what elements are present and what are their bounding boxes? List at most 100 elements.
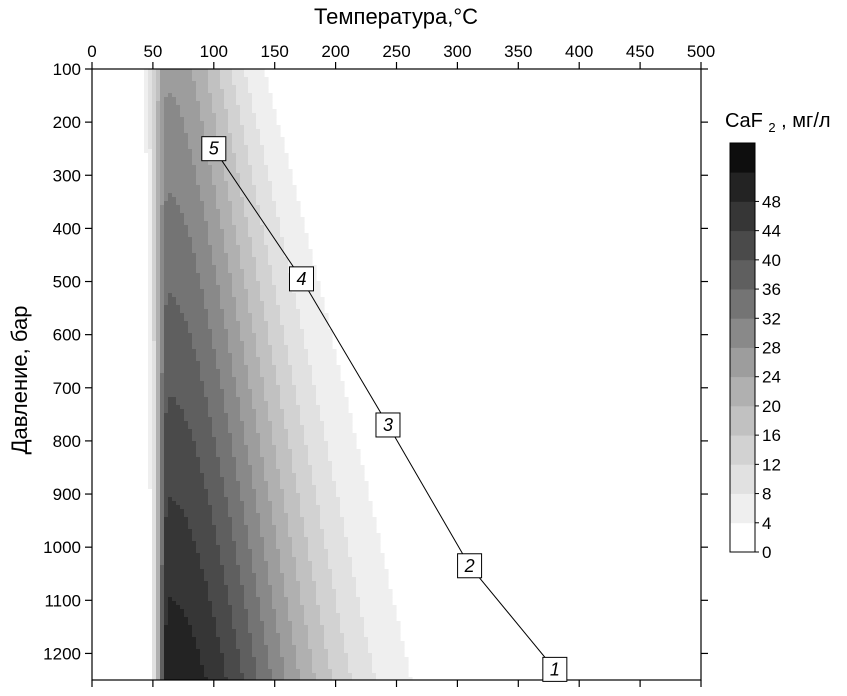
contour-band-cell [152,129,157,134]
contour-band-cell [228,253,241,258]
contour-band-cell [152,617,157,622]
contour-band-cell [164,657,201,662]
contour-band-cell [236,297,249,302]
contour-band-cell [148,461,153,466]
contour-band-cell [292,465,313,470]
contour-band-cell [268,165,289,170]
contour-band-cell [316,593,337,598]
contour-band-cell [92,569,153,574]
contour-band-cell [92,205,149,210]
contour-band-cell [268,661,285,666]
contour-band-cell [348,661,373,666]
contour-band-cell [240,497,257,502]
contour-band-cell [224,489,241,494]
contour-band-cell [160,93,169,98]
contour-band-cell [152,185,157,190]
contour-band-cell [356,589,393,594]
contour-band-cell [192,157,209,162]
contour-band-cell [152,137,157,142]
contour-band-cell [256,201,277,206]
contour-band-cell [224,309,237,314]
contour-band-cell [300,417,321,422]
contour-band-cell [252,109,277,114]
contour-band-cell [160,289,165,294]
contour-band-cell [336,593,357,598]
contour-band-cell [148,301,153,306]
contour-band-cell [236,225,249,230]
contour-band-cell [160,217,165,222]
contour-band-cell [160,233,165,238]
contour-band-cell [216,361,233,366]
contour-band-cell [148,477,153,482]
contour-band-cell [304,341,333,346]
contour-band-cell [168,505,181,510]
contour-band-cell [316,401,349,406]
contour-band-cell [244,197,257,202]
contour-band-cell [280,405,301,410]
contour-band-cell [200,649,221,654]
contour-band-cell [340,497,369,502]
contour-band-cell [212,165,225,170]
contour-band-cell [220,69,233,74]
contour-band-cell [200,565,225,570]
contour-band-cell [148,333,153,338]
contour-band-cell [224,389,237,394]
contour-band-cell [220,85,237,90]
contour-band-cell [272,669,285,674]
contour-band-cell [272,265,289,270]
contour-band-cell [260,441,273,446]
contour-band-cell [148,325,153,330]
contour-band-cell [268,169,293,174]
contour-band-cell [252,325,269,330]
contour-band-cell [156,569,161,574]
contour-band-cell [240,409,257,414]
contour-band-cell [240,417,257,422]
contour-band-cell [316,489,337,494]
contour-band-cell [288,521,305,526]
contour-band-cell [164,361,201,366]
contour-band-cell [148,393,153,398]
contour-band-cell [144,117,149,122]
colorbar-label: 48 [762,192,781,211]
contour-band-cell [160,393,165,398]
contour-band-cell [272,593,285,598]
contour-band-cell [204,477,225,482]
x-axis-title: Температура,°C [314,4,478,29]
contour-band-cell [332,581,357,586]
contour-band-cell [276,629,293,634]
contour-band-cell [320,605,337,610]
contour-band-cell [288,513,301,518]
contour-band-cell [320,621,341,626]
path-point-box [457,553,483,579]
contour-band-cell [244,281,261,286]
contour-band-cell [280,565,297,570]
contour-band-cell [152,653,157,658]
contour-band-cell [200,117,217,122]
contour-band-cell [224,669,241,674]
contour-band-cell [164,341,193,346]
contour-band-cell [208,397,225,402]
contour-band-cell [180,505,213,510]
contour-band-cell [92,605,153,610]
contour-band-cell [256,189,273,194]
contour-band-cell [92,645,153,650]
contour-band-cell [260,533,277,538]
contour-band-cell [244,513,261,518]
contour-band-cell [236,313,253,318]
y-tick-label: 600 [53,326,81,345]
contour-band-cell [92,557,153,562]
contour-band-cell [168,397,177,402]
contour-band-cell [292,373,313,378]
contour-band-cell [156,309,161,314]
contour-band-cell [324,429,353,434]
contour-band-cell [152,517,157,522]
contour-band-cell [308,553,329,558]
contour-band-cell [200,365,217,370]
contour-band-cell [160,241,165,246]
x-tick-label: 350 [504,42,532,61]
contour-band-cell [152,109,157,114]
contour-band-cell [280,553,293,558]
contour-band-cell [220,473,237,478]
contour-band-cell [164,349,197,354]
contour-band-cell [160,545,165,550]
